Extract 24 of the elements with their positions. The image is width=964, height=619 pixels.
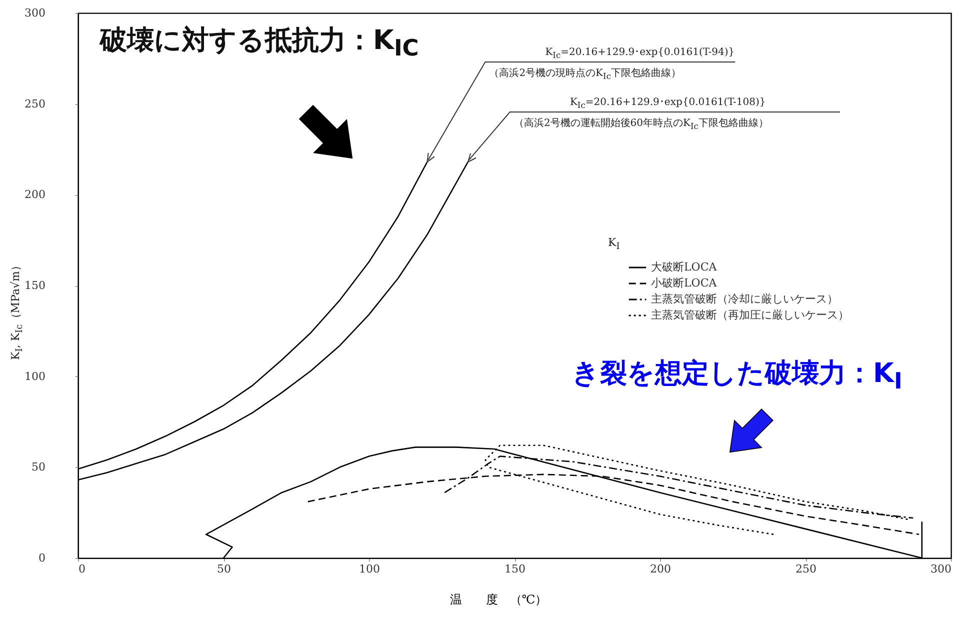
y-tick-label: 250 bbox=[24, 97, 46, 110]
y-tick-label: 200 bbox=[24, 188, 46, 202]
x-tick-label: 300 bbox=[930, 562, 952, 576]
annotation: K$_{Ic}$=20.16+129.9･exp{0.0161(T-94)} （高浜2号機の現時点のK$_{Ic}$下限包絡曲線） bbox=[489, 46, 735, 81]
x-tick-label: 200 bbox=[650, 562, 671, 576]
x-axis-title: 温 度 （℃） bbox=[450, 592, 548, 606]
annotation: 破壊に対する抵抗力：K$_{IC}$ bbox=[100, 24, 419, 62]
x-tick-label: 50 bbox=[217, 562, 231, 576]
legend-label: 主蒸気管破断（再加圧に厳しいケース） bbox=[651, 308, 849, 322]
y-tick-label: 50 bbox=[32, 460, 46, 474]
y-tick-label: 0 bbox=[38, 552, 46, 564]
y-tick-label: 300 bbox=[24, 6, 46, 20]
x-tick-label: 250 bbox=[796, 562, 816, 576]
legend-label: 小破断LOCA bbox=[651, 276, 718, 290]
x-tick-label: 0 bbox=[78, 562, 86, 576]
annotation: K$_{Ic}$=20.16+129.9･exp{0.0161(T-108)} （高浜2号機の運転開始後60年時点のK$_{Ic}$下限包絡曲線） bbox=[514, 96, 768, 131]
annotation: き裂を想定した破壊力：K$_{I}$ bbox=[572, 357, 902, 394]
y-tick-label: 100 bbox=[24, 370, 46, 383]
y-tick-label: 150 bbox=[24, 279, 46, 292]
x-tick-label: 150 bbox=[504, 562, 526, 576]
x-tick-label: 100 bbox=[359, 562, 380, 576]
legend-label: 大破断LOCA bbox=[651, 260, 718, 274]
legend-title: K$_{I}$ bbox=[608, 236, 620, 252]
legend-label: 主蒸気管破断（冷却に厳しいケース） bbox=[651, 292, 838, 306]
